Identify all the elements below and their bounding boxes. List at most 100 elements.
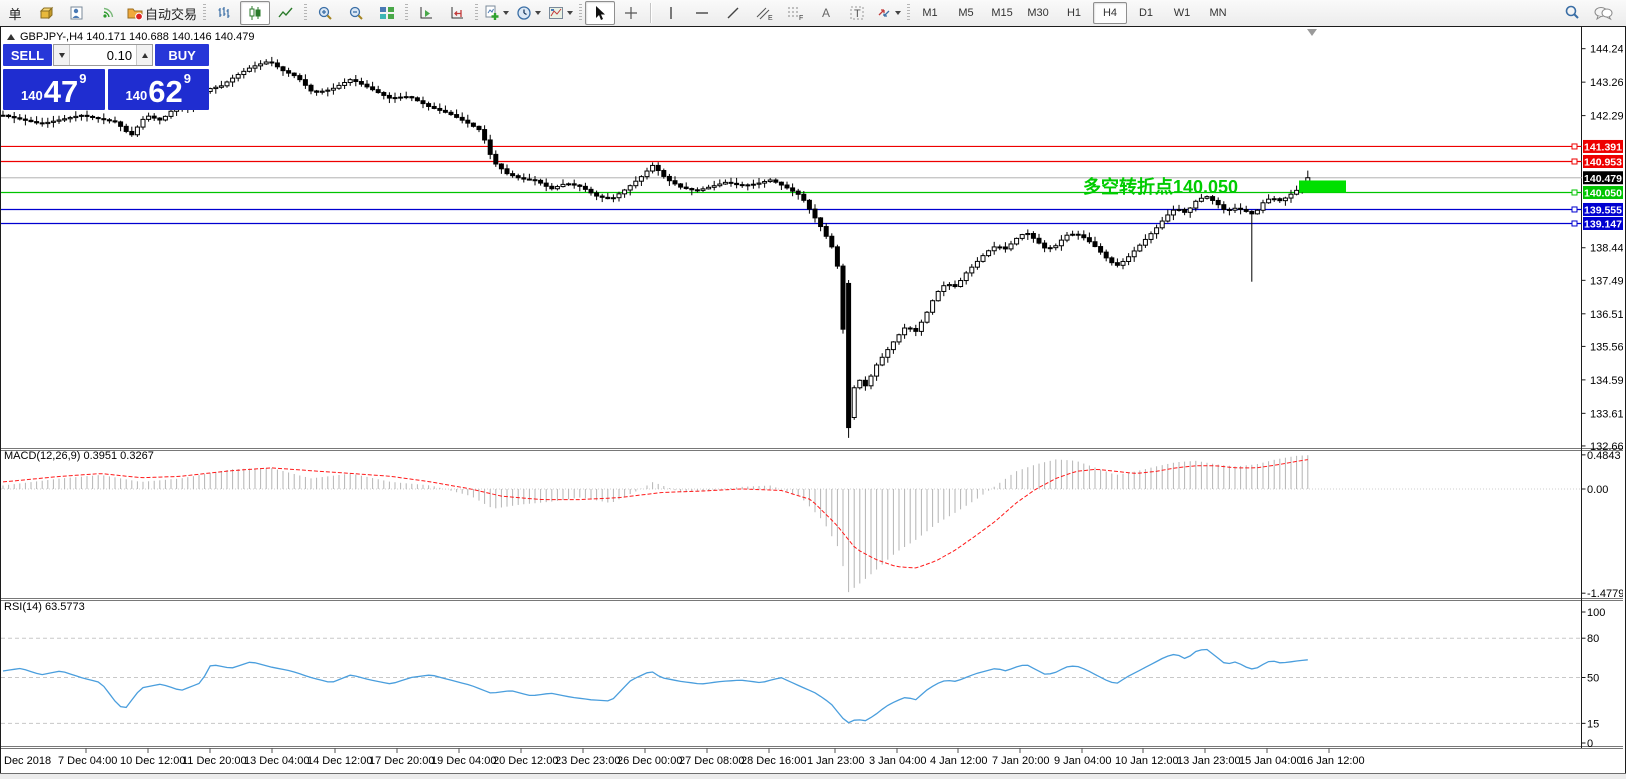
svg-text:140.953: 140.953 [1584,156,1622,168]
collapse-panel-icon[interactable] [7,34,15,40]
svg-text:28 Dec 16:00: 28 Dec 16:00 [741,755,806,767]
label-tool-icon[interactable]: T [842,1,872,25]
svg-text:15 Jan 04:00: 15 Jan 04:00 [1239,755,1303,767]
timeframe-w1-button[interactable]: W1 [1173,7,1191,19]
timeframe-m1-button[interactable]: M1 [922,7,938,19]
signals-icon[interactable] [93,1,123,25]
timeframe-m15-button[interactable]: M15 [991,7,1013,19]
order-cube-icon[interactable] [31,1,61,25]
zoom-out-icon[interactable] [341,1,371,25]
channel-tool-icon[interactable]: E [749,1,779,25]
volume-decrease-button[interactable] [54,45,71,65]
sell-price-button[interactable]: 140 47 9 [3,69,105,110]
volume-box: 0.10 [53,44,154,66]
sell-price-prefix: 140 [21,88,43,103]
pivot-annotation-text: 多空转折点140.050 [1083,177,1239,197]
svg-text:0.00: 0.00 [1587,484,1608,496]
text-tool-icon[interactable]: A [811,1,841,25]
svg-text:140.050: 140.050 [1584,187,1622,199]
chart-canvas[interactable]: 144.240 143.265 142.290 138.440 137.490 136.5… [1,27,1623,772]
timeframe-m5-button[interactable]: M5 [958,7,974,19]
arrows-tool-button[interactable] [873,1,904,25]
timeframe-mn-button[interactable]: MN [1209,7,1227,19]
chart-shift-marker[interactable] [1307,29,1317,36]
svg-text:19 Dec 04:00: 19 Dec 04:00 [431,755,496,767]
buy-price-big: 62 [148,74,183,109]
rsi-indicator-label: RSI(14) 63.5773 [4,601,85,613]
svg-text:23 Dec 23:00: 23 Dec 23:00 [555,755,620,767]
horizontal-line-tool-icon[interactable] [687,1,717,25]
svg-text:E: E [768,15,773,21]
volume-increase-button[interactable] [136,45,153,65]
svg-text:50: 50 [1587,673,1599,685]
toolbar-grip [907,4,911,22]
svg-text:-1.4779: -1.4779 [1587,588,1623,600]
crosshair-icon[interactable] [616,1,646,25]
svg-text:135.565: 135.565 [1590,341,1623,353]
svg-text:10 Jan 12:00: 10 Jan 12:00 [1115,755,1179,767]
timeframe-h4-button[interactable]: H4 [1093,2,1128,24]
toolbar-grip [579,4,583,22]
auto-scroll-icon[interactable] [411,1,441,25]
sell-button[interactable]: SELL [3,44,53,66]
timeframe-h1-button[interactable]: H1 [1066,7,1082,19]
templates-button[interactable] [545,1,576,25]
fibonacci-tool-icon[interactable]: F [780,1,810,25]
svg-text:14 Dec 12:00: 14 Dec 12:00 [307,755,372,767]
chat-icon[interactable] [1588,1,1618,25]
svg-text:1 Jan 23:00: 1 Jan 23:00 [807,755,865,767]
zoom-in-icon[interactable] [310,1,340,25]
svg-text:80: 80 [1587,633,1599,645]
svg-text:3 Jan 04:00: 3 Jan 04:00 [869,755,927,767]
toolbar-grip [405,4,409,22]
svg-text:134.590: 134.590 [1590,375,1623,387]
svg-text:139.147: 139.147 [1584,218,1622,230]
svg-text:F: F [799,15,803,21]
svg-text:13 Jan 23:00: 13 Jan 23:00 [1177,755,1241,767]
chevron-down-icon [567,11,574,15]
chart-shift-icon[interactable] [442,1,472,25]
svg-text:132.665: 132.665 [1590,441,1623,453]
cursor-icon[interactable] [585,1,616,25]
svg-text:17 Dec 20:00: 17 Dec 20:00 [369,755,434,767]
chart-title: GBPJPY-,H4 140.171 140.688 140.146 140.4… [7,31,254,43]
svg-text:T: T [854,8,861,20]
autotrading-button[interactable]: 自动交易 [124,1,200,25]
svg-text:20 Dec 12:00: 20 Dec 12:00 [493,755,558,767]
buy-button[interactable]: BUY [155,44,209,66]
svg-text:7 Dec 04:00: 7 Dec 04:00 [58,755,117,767]
chevron-down-icon [895,11,902,15]
sell-price-sup: 9 [79,71,87,86]
tile-windows-icon[interactable] [372,1,402,25]
search-icon[interactable] [1557,1,1587,25]
chart-window: 144.240 143.265 142.290 138.440 137.490 136.5… [0,26,1626,774]
timeframe-m30-button[interactable]: M30 [1027,7,1049,19]
timeframe-group: M1 M5 M15 M30 H1 H4 D1 W1 MN [913,2,1235,24]
candlestick-chart-icon[interactable] [240,1,271,25]
chevron-down-icon [503,11,510,15]
buy-price-button[interactable]: 140 62 9 [107,69,209,110]
step-up-icon [141,52,148,58]
toolbar-grip [304,4,308,22]
svg-text:27 Dec 08:00: 27 Dec 08:00 [679,755,744,767]
svg-text:16 Jan 12:00: 16 Jan 12:00 [1301,755,1365,767]
svg-text:4 Jan 12:00: 4 Jan 12:00 [930,755,988,767]
vertical-line-tool-icon[interactable] [656,1,686,25]
new-chart-button[interactable] [481,1,512,25]
svg-text:A: A [822,6,830,20]
svg-text:10 Dec 12:00: 10 Dec 12:00 [120,755,185,767]
bar-chart-icon[interactable] [209,1,239,25]
new-order-button[interactable]: 单 [8,6,22,22]
toolbar-separator [650,3,653,23]
line-chart-icon[interactable] [271,1,301,25]
metaeditor-icon[interactable] [62,1,92,25]
main-toolbar: 单 自动交易 [0,0,1626,27]
periods-button[interactable] [513,1,544,25]
svg-text:141.391: 141.391 [1584,141,1622,153]
volume-input[interactable]: 0.10 [106,47,133,63]
timeframe-d1-button[interactable]: D1 [1138,7,1154,19]
autotrading-label: 自动交易 [145,6,198,22]
trendline-tool-icon[interactable] [718,1,748,25]
svg-text:133.615: 133.615 [1590,408,1623,420]
